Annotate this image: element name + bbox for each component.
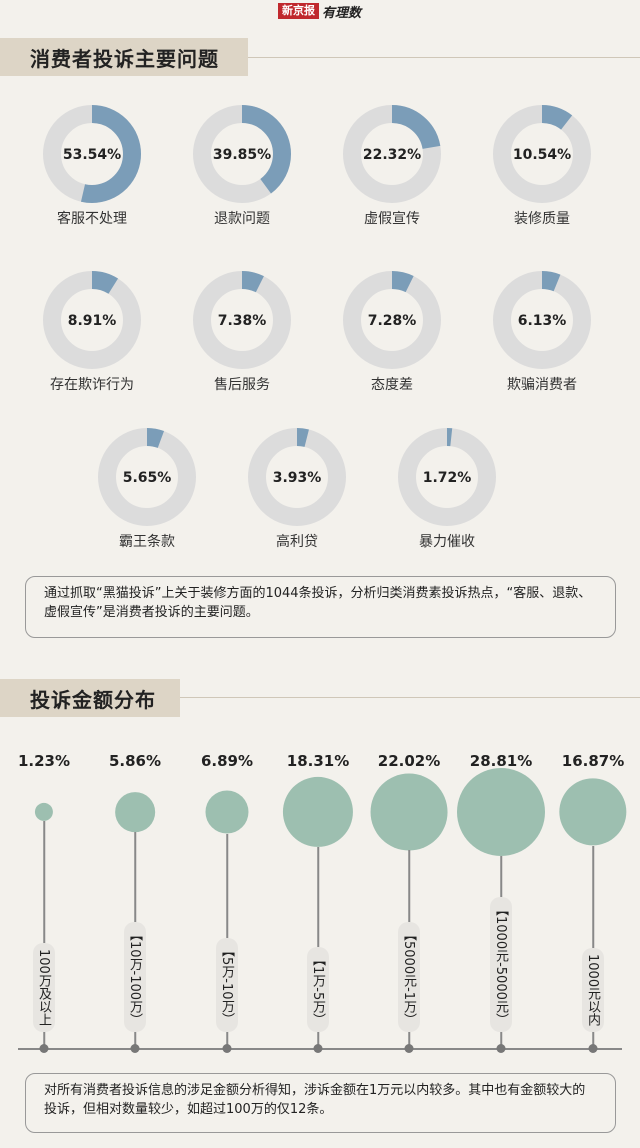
bubble-stem	[43, 821, 45, 1048]
amount-range-label: 【5000元-1万）	[398, 922, 420, 1033]
donut-slice	[398, 428, 496, 526]
axis-tick-dot	[404, 1044, 414, 1053]
donut-percent-label: 7.38%	[218, 313, 267, 329]
donut-svg: 8.91%	[43, 271, 141, 369]
donut-item: 10.54% 装修质量	[492, 104, 592, 228]
donut-slice	[98, 428, 196, 526]
donut-item: 1.72% 暴力催收	[397, 427, 497, 551]
donut-percent-label: 5.65%	[123, 470, 172, 486]
amount-bubble	[559, 778, 627, 846]
donut-svg: 5.65%	[98, 428, 196, 526]
amount-bubble	[370, 773, 448, 851]
donut-slice	[193, 271, 291, 369]
section2-title: 投诉金额分布	[30, 687, 156, 712]
donut-svg: 7.38%	[193, 271, 291, 369]
donut-item: 7.38% 售后服务	[192, 270, 292, 394]
donut-item: 7.28% 态度差	[342, 270, 442, 394]
bubble-percent-label: 16.87%	[561, 752, 625, 770]
amount-bubble-chart: 1.23% 100万及以上 5.86% 【10万-100万） 6.89% 【5万-10万）…	[0, 740, 640, 1070]
note-box-1: 通过抓取“黑猫投诉”上关于装修方面的1044条投诉，分析归类消费素投诉热点，“客…	[25, 576, 616, 638]
amount-bubble	[457, 768, 545, 856]
amount-bubble	[282, 776, 354, 848]
note-text-2: 对所有消费者投诉信息的涉足金额分析得知，涉诉金额在1万元以内较多。其中也有金额较…	[44, 1083, 586, 1117]
donut-item: 6.13% 欺骗消费者	[492, 270, 592, 394]
amount-range-label: 【1万-5万）	[307, 947, 329, 1033]
donut-slice	[43, 105, 141, 203]
masthead-brand: 有理数	[322, 5, 362, 21]
donut-svg: 7.28%	[343, 271, 441, 369]
donut-percent-label: 22.32%	[363, 147, 421, 163]
donut-percent-label: 6.13%	[518, 313, 567, 329]
donut-item: 39.85% 退款问题	[192, 104, 292, 228]
donut-svg: 6.13%	[493, 271, 591, 369]
donut-item: 53.54% 客服不处理	[42, 104, 142, 228]
masthead-paper: 新京报	[278, 3, 319, 19]
donut-slice	[248, 428, 346, 526]
bubble-percent-label: 1.23%	[17, 752, 71, 770]
donut-category-label: 售后服务	[214, 377, 270, 393]
amount-bubble	[34, 802, 54, 822]
section2-rule	[180, 697, 640, 698]
donut-percent-label: 1.72%	[423, 470, 472, 486]
donut-item: 5.65% 霸王条款	[97, 427, 197, 551]
donut-item: 22.32% 虚假宣传	[342, 104, 442, 228]
donut-category-label: 态度差	[371, 377, 413, 393]
donut-svg: 10.54%	[493, 105, 591, 203]
bubble-stem	[592, 845, 594, 1048]
bubble-percent-label: 6.89%	[200, 752, 254, 770]
amount-range-label: 【5万-10万）	[216, 938, 238, 1032]
donut-percent-label: 8.91%	[68, 313, 117, 329]
donut-percent-label: 53.54%	[63, 147, 121, 163]
section1-rule	[248, 57, 640, 58]
amount-range-label: 100万及以上	[33, 943, 55, 1032]
donut-percent-label: 3.93%	[273, 470, 322, 486]
amount-bubble	[205, 790, 249, 834]
donut-slice	[343, 105, 441, 203]
amount-range-label: 【1000元-5000元）	[490, 897, 512, 1032]
donut-slice	[343, 271, 441, 369]
axis-tick-dot	[588, 1044, 598, 1053]
donut-item: 3.93% 高利贷	[247, 427, 347, 551]
axis-tick-dot	[313, 1044, 323, 1053]
note-text-1: 通过抓取“黑猫投诉”上关于装修方面的1044条投诉，分析归类消费素投诉热点，“客…	[44, 586, 592, 620]
donut-slice	[493, 105, 591, 203]
donut-percent-label: 7.28%	[368, 313, 417, 329]
donut-category-label: 暴力催收	[419, 534, 475, 550]
bubble-percent-label: 5.86%	[108, 752, 162, 770]
axis-tick-dot	[130, 1044, 140, 1053]
masthead-logo: 新京报 有理数	[278, 2, 362, 21]
donut-percent-label: 10.54%	[513, 147, 571, 163]
amount-range-label: 1000元以内	[582, 948, 604, 1033]
donut-category-label: 客服不处理	[57, 211, 127, 227]
amount-range-label: 【10万-100万）	[124, 922, 146, 1033]
donut-svg: 22.32%	[343, 105, 441, 203]
donut-percent-label: 39.85%	[213, 147, 271, 163]
donut-category-label: 存在欺诈行为	[50, 377, 134, 393]
donut-svg: 53.54%	[43, 105, 141, 203]
donut-category-label: 退款问题	[214, 211, 270, 227]
donut-category-label: 欺骗消费者	[507, 377, 577, 393]
axis-tick-dot	[222, 1044, 232, 1053]
donut-slice	[43, 271, 141, 369]
donut-category-label: 高利贷	[276, 534, 318, 550]
section1-title: 消费者投诉主要问题	[30, 46, 219, 71]
donut-slice	[193, 105, 291, 203]
amount-bubble	[115, 792, 155, 832]
donut-category-label: 霸王条款	[119, 534, 175, 550]
axis-tick-dot	[39, 1044, 49, 1053]
donut-svg: 39.85%	[193, 105, 291, 203]
donut-svg: 1.72%	[398, 428, 496, 526]
bubble-percent-label: 28.81%	[469, 752, 533, 770]
note-box-2: 对所有消费者投诉信息的涉足金额分析得知，涉诉金额在1万元以内较多。其中也有金额较…	[25, 1073, 616, 1133]
bubble-percent-label: 22.02%	[377, 752, 441, 770]
bubble-percent-label: 18.31%	[286, 752, 350, 770]
axis-tick-dot	[496, 1044, 506, 1053]
section1-header: 消费者投诉主要问题	[0, 38, 248, 76]
donut-item: 8.91% 存在欺诈行为	[42, 270, 142, 394]
donut-slice	[493, 271, 591, 369]
section2-header: 投诉金额分布	[0, 679, 180, 717]
donut-svg: 3.93%	[248, 428, 346, 526]
donut-category-label: 装修质量	[514, 211, 570, 227]
donut-category-label: 虚假宣传	[364, 211, 420, 227]
